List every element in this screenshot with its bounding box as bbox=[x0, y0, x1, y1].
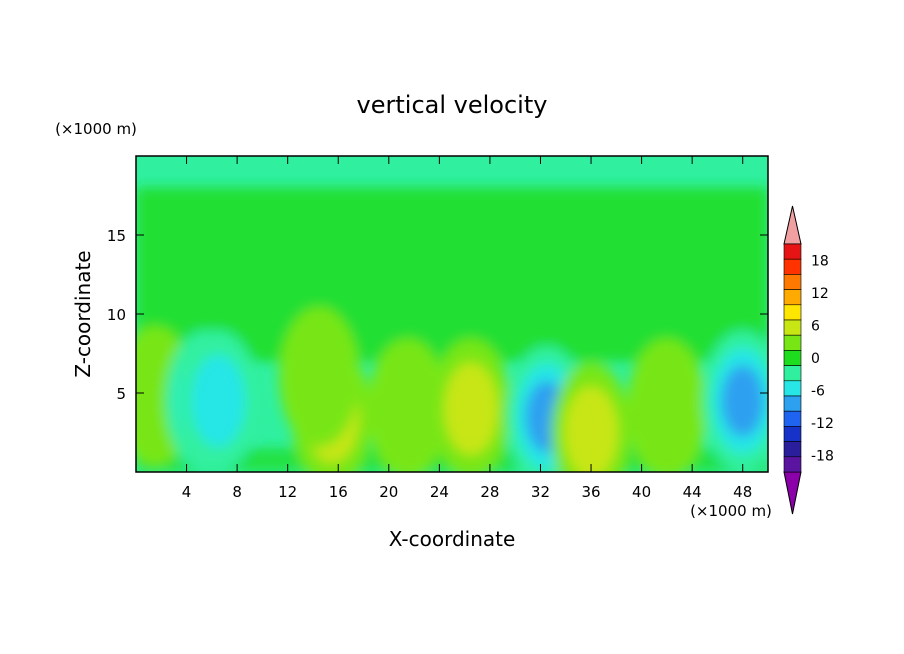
x-tick-label: 28 bbox=[480, 483, 499, 501]
colorbar-swatch bbox=[783, 441, 802, 458]
y-tick-label: 15 bbox=[107, 227, 126, 245]
colorbar-swatch bbox=[783, 365, 802, 382]
colorbar-swatch bbox=[783, 456, 802, 473]
colorbar-swatch bbox=[783, 426, 802, 442]
contour-cell bbox=[721, 365, 764, 437]
colorbar-swatch bbox=[783, 334, 802, 351]
colorbar-swatch bbox=[783, 410, 802, 427]
contour-field bbox=[136, 156, 768, 472]
contour-cell bbox=[444, 362, 498, 455]
x-tick-label: 24 bbox=[430, 483, 449, 501]
x-axis: 4 8 12 16 20 24 28 32 36 40 44 48 bbox=[182, 156, 752, 501]
colorbar-swatch bbox=[783, 289, 802, 306]
colorbar-swatch bbox=[783, 243, 802, 260]
y-tick-label: 5 bbox=[116, 385, 126, 403]
z-unit-label: (×1000 m) bbox=[55, 120, 137, 138]
contour-cell bbox=[279, 307, 360, 448]
x-tick-label: 16 bbox=[329, 483, 348, 501]
y-axis: 5 10 15 bbox=[107, 227, 768, 403]
x-tick-label: 12 bbox=[278, 483, 297, 501]
y-tick-label: 10 bbox=[107, 306, 126, 324]
colorbar-tick-label: -18 bbox=[811, 449, 834, 465]
contour-cell bbox=[367, 338, 448, 472]
colorbar-tick-label: 6 bbox=[811, 318, 820, 334]
contour-cell bbox=[626, 338, 707, 472]
colorbar-swatch bbox=[783, 380, 802, 397]
contour-cell bbox=[191, 354, 246, 448]
colorbar-tick-label: 12 bbox=[811, 286, 829, 302]
contour-regions bbox=[136, 187, 768, 472]
x-tick-label: 32 bbox=[531, 483, 550, 501]
colorbar-min-extend bbox=[783, 471, 802, 515]
colorbar-max-extend bbox=[783, 205, 802, 245]
colorbar-swatch bbox=[783, 258, 802, 275]
contour-cell bbox=[564, 386, 618, 472]
x-tick-label: 48 bbox=[733, 483, 752, 501]
upper-turbulent-band bbox=[136, 187, 768, 362]
colorbar: 18 12 6 0 -6 -12 -18 bbox=[783, 205, 834, 515]
x-tick-label: 36 bbox=[581, 483, 600, 501]
colorbar-swatch bbox=[783, 319, 802, 336]
x-tick-label: 40 bbox=[632, 483, 651, 501]
x-tick-label: 8 bbox=[232, 483, 242, 501]
x-unit-label: (×1000 m) bbox=[690, 502, 772, 520]
x-tick-label: 20 bbox=[379, 483, 398, 501]
colorbar-swatch bbox=[783, 304, 802, 321]
colorbar-tick-label: -12 bbox=[811, 416, 834, 432]
x-tick-label: 44 bbox=[683, 483, 702, 501]
colorbar-tick-label: 18 bbox=[811, 253, 829, 269]
colorbar-swatch bbox=[783, 274, 802, 290]
colorbar-tick-label: 0 bbox=[811, 351, 820, 367]
colorbar-swatch bbox=[783, 395, 802, 412]
colorbar-tick-label: -6 bbox=[811, 384, 825, 400]
x-tick-label: 4 bbox=[182, 483, 192, 501]
colorbar-swatch bbox=[783, 350, 802, 366]
y-axis-label: Z-coordinate bbox=[71, 250, 95, 377]
x-axis-label: X-coordinate bbox=[389, 527, 516, 551]
chart-title: vertical velocity bbox=[357, 91, 548, 119]
